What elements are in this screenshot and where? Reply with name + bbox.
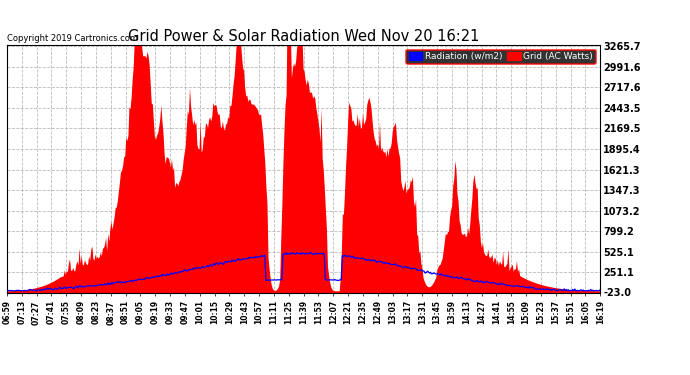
Title: Grid Power & Solar Radiation Wed Nov 20 16:21: Grid Power & Solar Radiation Wed Nov 20 … xyxy=(128,29,480,44)
Text: Copyright 2019 Cartronics.com: Copyright 2019 Cartronics.com xyxy=(7,33,138,42)
Legend: Radiation (w/m2), Grid (AC Watts): Radiation (w/m2), Grid (AC Watts) xyxy=(406,50,595,64)
